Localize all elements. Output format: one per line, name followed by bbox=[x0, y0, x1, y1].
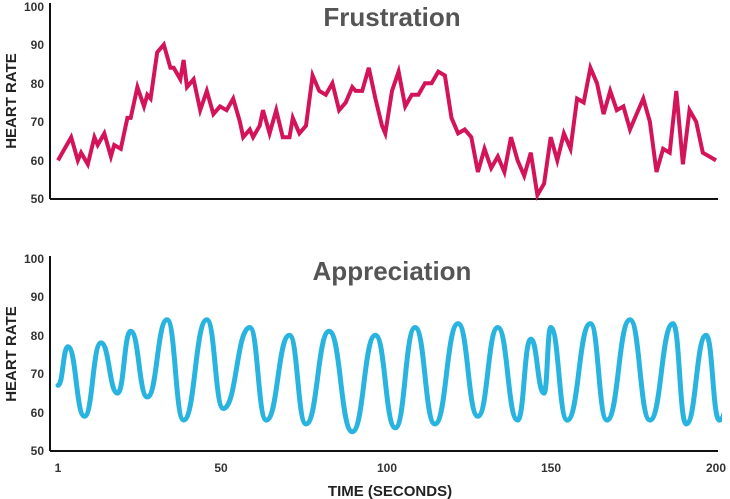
frustration-chart: Frustration HEART RATE 50 60 70 80 90 10… bbox=[3, 0, 718, 206]
frustration-series bbox=[56, 40, 718, 201]
appreciation-x-tick-150: 150 bbox=[541, 461, 561, 475]
appreciation-y-tick-80: 80 bbox=[31, 329, 45, 343]
frustration-y-tick-60: 60 bbox=[31, 154, 45, 168]
appreciation-y-tick-70: 70 bbox=[31, 367, 45, 381]
frustration-y-tick-70: 70 bbox=[31, 115, 45, 129]
frustration-y-tick-50: 50 bbox=[31, 192, 45, 206]
appreciation-x-tick-200: 200 bbox=[706, 461, 726, 475]
appreciation-x-tick-1: 1 bbox=[55, 461, 62, 475]
appreciation-series bbox=[55, 317, 722, 435]
appreciation-title: Appreciation bbox=[313, 256, 472, 286]
appreciation-y-tick-50: 50 bbox=[31, 444, 45, 458]
appreciation-x-tick-50: 50 bbox=[214, 461, 228, 475]
frustration-y-tick-80: 80 bbox=[31, 77, 45, 91]
frustration-title: Frustration bbox=[323, 2, 460, 32]
appreciation-chart: Appreciation HEART RATE 50 60 70 80 90 1… bbox=[3, 252, 726, 499]
appreciation-line bbox=[55, 317, 722, 435]
appreciation-y-tick-90: 90 bbox=[31, 290, 45, 304]
frustration-y-tick-90: 90 bbox=[31, 38, 45, 52]
appreciation-y-tick-100: 100 bbox=[24, 252, 44, 266]
frustration-y-tick-100: 100 bbox=[24, 0, 44, 14]
frustration-line bbox=[56, 40, 718, 201]
appreciation-y-axis-label: HEART RATE bbox=[3, 306, 20, 402]
frustration-y-axis-label: HEART RATE bbox=[3, 53, 20, 149]
appreciation-x-tick-100: 100 bbox=[377, 461, 397, 475]
appreciation-x-axis-label: TIME (SECONDS) bbox=[328, 483, 452, 499]
appreciation-y-tick-60: 60 bbox=[31, 406, 45, 420]
